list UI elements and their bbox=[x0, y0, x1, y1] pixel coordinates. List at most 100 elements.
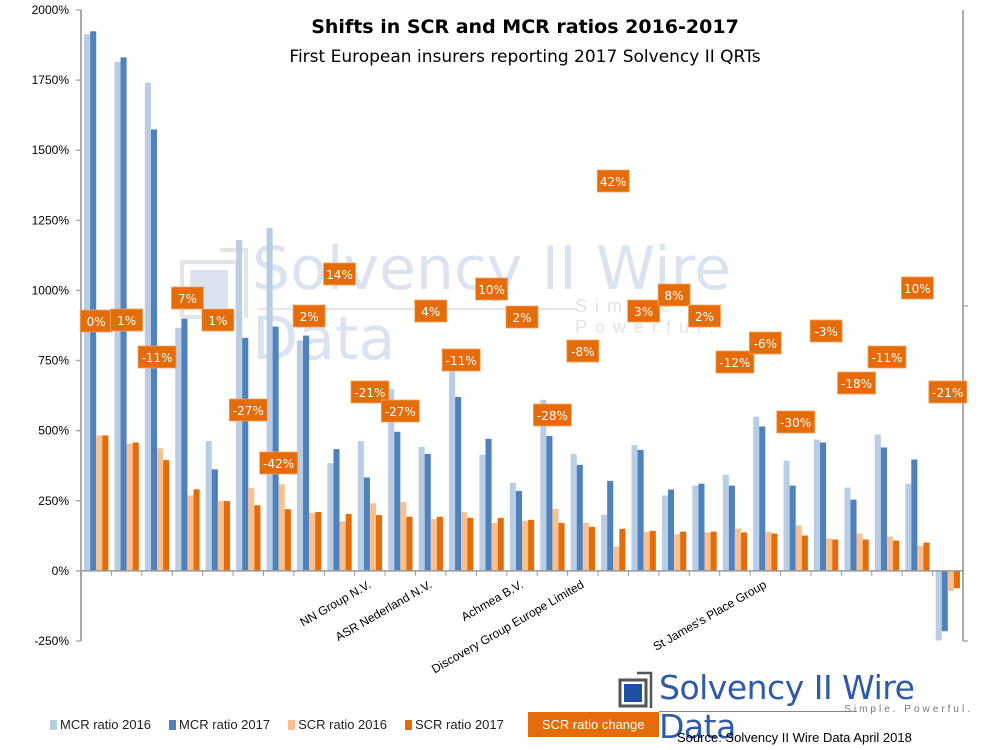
bar-scr-ratio-2017 bbox=[832, 539, 839, 571]
bar-mcr-ratio-2016 bbox=[144, 82, 151, 571]
bar-scr-ratio-2016 bbox=[96, 435, 103, 571]
scr-change-label-box bbox=[900, 276, 934, 300]
bar-scr-ratio-2016 bbox=[187, 495, 194, 571]
bar-mcr-ratio-2017 bbox=[303, 335, 310, 571]
scr-change-label-box bbox=[171, 286, 204, 310]
bar-scr-ratio-2017 bbox=[953, 570, 960, 589]
bar-mcr-ratio-2017 bbox=[424, 453, 431, 571]
y-tick-label: 750% bbox=[38, 354, 69, 368]
bar-mcr-ratio-2016 bbox=[692, 485, 699, 571]
y-tick-label: 1500% bbox=[32, 143, 70, 157]
bar-mcr-ratio-2016 bbox=[844, 487, 851, 571]
scr-change-label-box bbox=[776, 410, 816, 434]
bar-mcr-ratio-2017 bbox=[576, 464, 583, 571]
legend-label: SCR ratio 2016 bbox=[298, 717, 387, 732]
bar-mcr-ratio-2016 bbox=[753, 416, 760, 571]
bar-scr-ratio-2017 bbox=[254, 505, 261, 571]
bar-scr-ratio-2016 bbox=[278, 484, 285, 571]
bar-mcr-ratio-2017 bbox=[546, 435, 553, 571]
y-tick-label: 1250% bbox=[32, 213, 70, 227]
bar-scr-ratio-2017 bbox=[619, 528, 626, 571]
scr-change-label: -30% bbox=[780, 416, 811, 430]
bar-mcr-ratio-2017 bbox=[242, 337, 249, 571]
bar-scr-ratio-2016 bbox=[613, 546, 620, 571]
bar-mcr-ratio-2016 bbox=[601, 514, 608, 571]
legend-item-mcr-2016: MCR ratio 2016 bbox=[50, 717, 151, 732]
scr-change-label: -11% bbox=[446, 354, 477, 368]
bar-mcr-ratio-2016 bbox=[874, 434, 881, 571]
scr-change-label: -42% bbox=[263, 457, 294, 471]
bar-scr-ratio-2017 bbox=[680, 531, 687, 571]
bar-mcr-ratio-2016 bbox=[722, 474, 729, 571]
scr-change-label: 3% bbox=[634, 305, 653, 319]
bar-mcr-ratio-2017 bbox=[820, 442, 827, 571]
scr-change-label: -6% bbox=[754, 337, 777, 351]
scr-change-label: 2% bbox=[512, 311, 531, 325]
bar-scr-ratio-2016 bbox=[856, 533, 863, 571]
bar-scr-ratio-2016 bbox=[461, 511, 468, 571]
logo-icon bbox=[618, 671, 653, 708]
bar-mcr-ratio-2016 bbox=[357, 441, 364, 571]
bar-mcr-ratio-2017 bbox=[455, 397, 462, 571]
chart-subtitle: First European insurers reporting 2017 S… bbox=[289, 47, 761, 67]
bar-scr-ratio-2016 bbox=[704, 532, 711, 571]
scr-change-label: 1% bbox=[208, 314, 227, 328]
bar-mcr-ratio-2017 bbox=[850, 499, 857, 571]
y-tick-label: 2000% bbox=[32, 3, 70, 17]
bar-scr-ratio-2017 bbox=[436, 516, 443, 571]
scr-change-label: 2% bbox=[300, 310, 319, 324]
logo-text: Solvency II Wire Data bbox=[659, 668, 915, 746]
bar-scr-ratio-2017 bbox=[740, 532, 748, 571]
bar-scr-ratio-2016 bbox=[826, 538, 833, 571]
scr-change-label: -11% bbox=[871, 351, 902, 365]
bar-scr-ratio-2016 bbox=[765, 531, 772, 571]
legend-label: MCR ratio 2016 bbox=[60, 717, 152, 732]
scr-change-label-box bbox=[228, 398, 268, 422]
legend-item-scr-2016: SCR ratio 2016 bbox=[288, 717, 387, 732]
bar-scr-ratio-2016 bbox=[886, 536, 894, 571]
bar-scr-ratio-2017 bbox=[223, 501, 231, 571]
scr-change-label-box bbox=[748, 331, 782, 355]
bar-mcr-ratio-2016 bbox=[570, 453, 577, 571]
scr-change-label: -11% bbox=[142, 351, 173, 365]
bar-mcr-ratio-2016 bbox=[905, 483, 912, 571]
scr-change-label-box bbox=[627, 299, 661, 323]
scr-change-label: 42% bbox=[600, 175, 627, 189]
scr-change-label-box bbox=[657, 283, 691, 307]
legend-swatch bbox=[404, 719, 412, 730]
legend: MCR ratio 2016 MCR ratio 2017 SCR ratio … bbox=[50, 712, 659, 737]
bar-mcr-ratio-2017 bbox=[941, 570, 948, 632]
bar-mcr-ratio-2017 bbox=[394, 431, 401, 571]
bar-mcr-ratio-2016 bbox=[175, 327, 182, 571]
scr-change-label-box bbox=[715, 350, 755, 374]
bar-scr-ratio-2017 bbox=[102, 435, 109, 571]
logo-tagline: Simple. Powerful. bbox=[844, 704, 973, 715]
bar-mcr-ratio-2016 bbox=[631, 444, 638, 571]
y-tick-label: 1000% bbox=[32, 283, 70, 297]
bar-scr-ratio-2017 bbox=[497, 517, 504, 571]
bar-mcr-ratio-2017 bbox=[211, 469, 218, 571]
chart-title: Shifts in SCR and MCR ratios 2016-2017 bbox=[311, 16, 739, 38]
scr-change-label-box bbox=[259, 451, 299, 475]
bar-scr-ratio-2016 bbox=[795, 525, 802, 571]
bar-scr-ratio-2016 bbox=[339, 521, 346, 571]
bar-scr-ratio-2016 bbox=[917, 545, 924, 571]
scr-change-label-box bbox=[350, 380, 390, 404]
bar-mcr-ratio-2017 bbox=[911, 459, 918, 571]
bar-mcr-ratio-2016 bbox=[783, 460, 790, 571]
bar-scr-ratio-2017 bbox=[376, 515, 383, 571]
bar-mcr-ratio-2016 bbox=[84, 34, 91, 571]
scr-change-label-box bbox=[292, 304, 326, 328]
bar-mcr-ratio-2016 bbox=[266, 227, 273, 571]
bar-scr-ratio-2017 bbox=[710, 531, 717, 571]
bar-mcr-ratio-2017 bbox=[789, 485, 796, 571]
scr-change-label: -12% bbox=[719, 356, 750, 370]
scr-change-label: -8% bbox=[571, 345, 594, 359]
legend-swatch bbox=[288, 719, 296, 730]
bar-mcr-ratio-2017 bbox=[759, 426, 766, 571]
bar-scr-ratio-2016 bbox=[552, 508, 559, 571]
y-tick-label: -250% bbox=[34, 634, 69, 648]
bar-scr-ratio-2017 bbox=[193, 489, 200, 571]
bar-mcr-ratio-2017 bbox=[698, 483, 705, 571]
scr-change-label: 4% bbox=[421, 305, 440, 319]
